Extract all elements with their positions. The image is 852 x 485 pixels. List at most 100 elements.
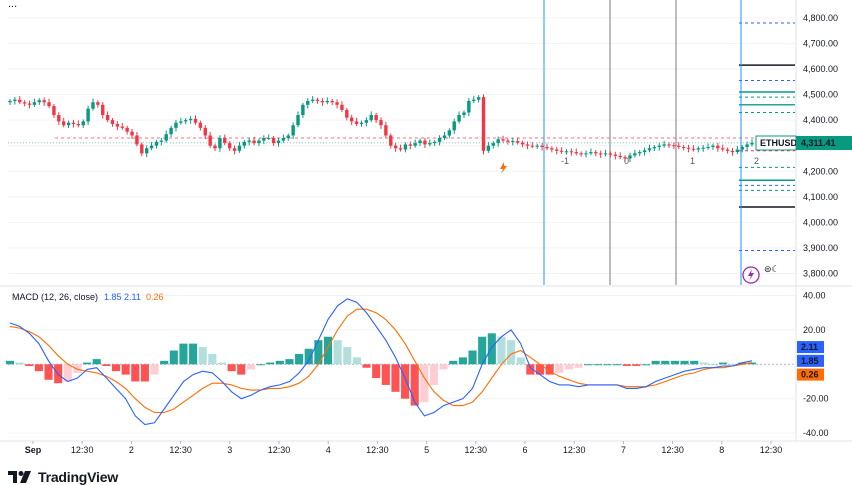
projection-verticals: -1 0 1 2 (543, 0, 759, 285)
candle-body (574, 152, 578, 154)
candle-body (569, 151, 574, 153)
macd-histogram-bar (728, 364, 737, 366)
chart-menu-icon[interactable]: ... (8, 0, 18, 10)
time-axis[interactable]: Sep 12:30 2 12:30 3 12:30 4 12:30 5 12:30 6 12:30 7 1… (25, 441, 783, 455)
flash-marker-icon (500, 162, 507, 174)
macd-value-badge-label: 2.11 (801, 342, 818, 352)
macd-histogram-bar (458, 357, 467, 365)
candle-body (393, 145, 398, 149)
price-tick-label: 4,700.00 (803, 38, 838, 48)
candle-body (174, 122, 178, 128)
candle-body (437, 138, 442, 142)
candle-body (310, 99, 315, 101)
macd-histogram-bar (545, 364, 554, 375)
candlestick-series (8, 94, 754, 163)
candle-body (271, 138, 276, 144)
time-tick-label: 6 (522, 445, 527, 455)
time-tick-label: 12:30 (465, 445, 488, 455)
time-tick-label: 12:30 (661, 445, 684, 455)
candle-body (354, 121, 359, 124)
macd-legend-signal-value: 2.11 (124, 292, 141, 302)
macd-histogram-bar (690, 360, 699, 365)
macd-histogram-bar (391, 364, 400, 392)
price-tick-label: 3,800.00 (803, 268, 838, 278)
candle-body (716, 145, 720, 149)
candle-body (232, 148, 237, 151)
candle-body (291, 125, 295, 136)
price-tick-label: 3,900.00 (803, 243, 838, 253)
macd-pane (5, 298, 795, 426)
candle-body (613, 154, 618, 156)
order-levels (8, 22, 795, 251)
candle-body (276, 140, 281, 144)
candle-body (735, 149, 740, 153)
macd-histogram-bar (352, 357, 361, 365)
candle-body (452, 121, 456, 131)
candle-body (315, 99, 320, 101)
macd-histogram-bar (449, 360, 458, 365)
candle-body (96, 102, 100, 105)
candle-body (267, 138, 271, 140)
candle-body (745, 144, 749, 147)
candle-body (184, 120, 188, 122)
macd-histogram-bar (661, 360, 670, 365)
grid-lines (0, 0, 852, 442)
macd-value-badge (797, 341, 824, 354)
candle-body (320, 100, 325, 103)
macd-histogram-bar (15, 362, 24, 365)
macd-histogram-bar (73, 364, 82, 373)
macd-histogram-bar (63, 364, 72, 382)
macd-histogram-bar (622, 364, 631, 366)
macd-histogram-bar (381, 364, 390, 385)
price-tick-label: 4,400.00 (803, 115, 838, 125)
time-tick-label: 12:30 (268, 445, 291, 455)
candle-body (540, 145, 544, 147)
macd-histogram-bar (111, 364, 121, 372)
macd-histogram-bar (34, 364, 43, 372)
time-tick-label: 12:30 (760, 445, 783, 455)
candle-body (408, 144, 412, 146)
candle-body (559, 150, 564, 152)
macd-histogram-bar (487, 333, 496, 365)
macd-value-badge (797, 368, 824, 381)
candle-body (686, 147, 691, 149)
macd-histogram-bar (92, 359, 101, 365)
macd-axis[interactable]: 40.00 20.00 -20.00 -40.00 2.11 1.85 0.26 (797, 290, 829, 438)
candle-body (159, 140, 164, 142)
candle-body (379, 120, 383, 126)
macd-histogram-bar (285, 359, 294, 365)
candle-body (730, 150, 735, 153)
macd-histogram-bar (429, 364, 439, 385)
macd-histogram-bar (680, 360, 689, 365)
price-tick-label: 4,100.00 (803, 192, 838, 202)
candle-body (179, 121, 183, 123)
macd-histogram-bar (555, 364, 564, 373)
candle-body (32, 102, 37, 105)
macd-histogram-bar (227, 364, 236, 372)
candle-body (721, 148, 725, 150)
macd-histogram-bar (719, 362, 728, 365)
macd-histogram-bar (372, 364, 381, 379)
tradingview-logo[interactable]: TradingView (8, 469, 118, 485)
candle-body (506, 140, 510, 142)
candle-body (496, 139, 500, 144)
candle-body (628, 155, 632, 159)
price-tick-label: 4,800.00 (803, 13, 838, 23)
candle-body (57, 115, 61, 122)
macd-histogram-bar (266, 362, 275, 365)
candle-body (711, 145, 715, 147)
candle-body (701, 147, 705, 149)
macd-histogram-bar (651, 360, 660, 365)
candle-body (589, 152, 593, 154)
symbol-price-badge[interactable]: ETHUSD 4,311.41 (755, 135, 852, 151)
price-axis[interactable]: 4,800.00 4,700.00 4,600.00 4,500.00 4,400.00… (803, 13, 838, 279)
time-tick-label: 12:30 (71, 445, 94, 455)
lightning-icon[interactable] (742, 266, 760, 284)
candle-body (66, 122, 71, 126)
candle-body (286, 135, 290, 139)
macd-histogram-bar (699, 362, 708, 365)
dividend-icon: ⊜☾ (764, 264, 780, 274)
candle-body (691, 148, 696, 150)
candle-body (657, 145, 661, 147)
